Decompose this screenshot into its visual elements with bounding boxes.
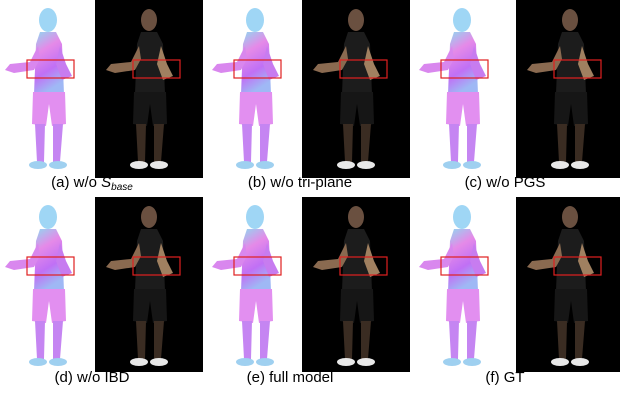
caption-subscript: base: [111, 182, 133, 193]
caption-symbol: S: [101, 174, 111, 191]
normal-render: [5, 205, 72, 366]
normal-render: [212, 8, 279, 169]
caption: (c) w/o PGS: [465, 174, 546, 191]
panel: (e) full model: [212, 197, 410, 386]
normal-render: [212, 205, 279, 366]
caption: (f) GT: [485, 369, 524, 386]
normal-render: [5, 8, 72, 169]
figure: (a) w/o Sbase (b) w/o tri-plane (c) w/o PG…: [0, 0, 620, 395]
panel: (f) GT: [419, 197, 620, 386]
caption: (b) w/o tri-plane: [248, 174, 352, 191]
caption-prefix: (a) w/o: [51, 174, 101, 191]
panel: (d) w/o IBD: [5, 197, 203, 386]
panel: (b) w/o tri-plane: [212, 0, 410, 191]
panel: (a) w/o Sbase: [5, 0, 203, 193]
normal-render: [419, 205, 486, 366]
caption: (d) w/o IBD: [54, 369, 129, 386]
caption: (e) full model: [247, 369, 334, 386]
normal-render: [419, 8, 486, 169]
panel: (c) w/o PGS: [419, 0, 620, 191]
